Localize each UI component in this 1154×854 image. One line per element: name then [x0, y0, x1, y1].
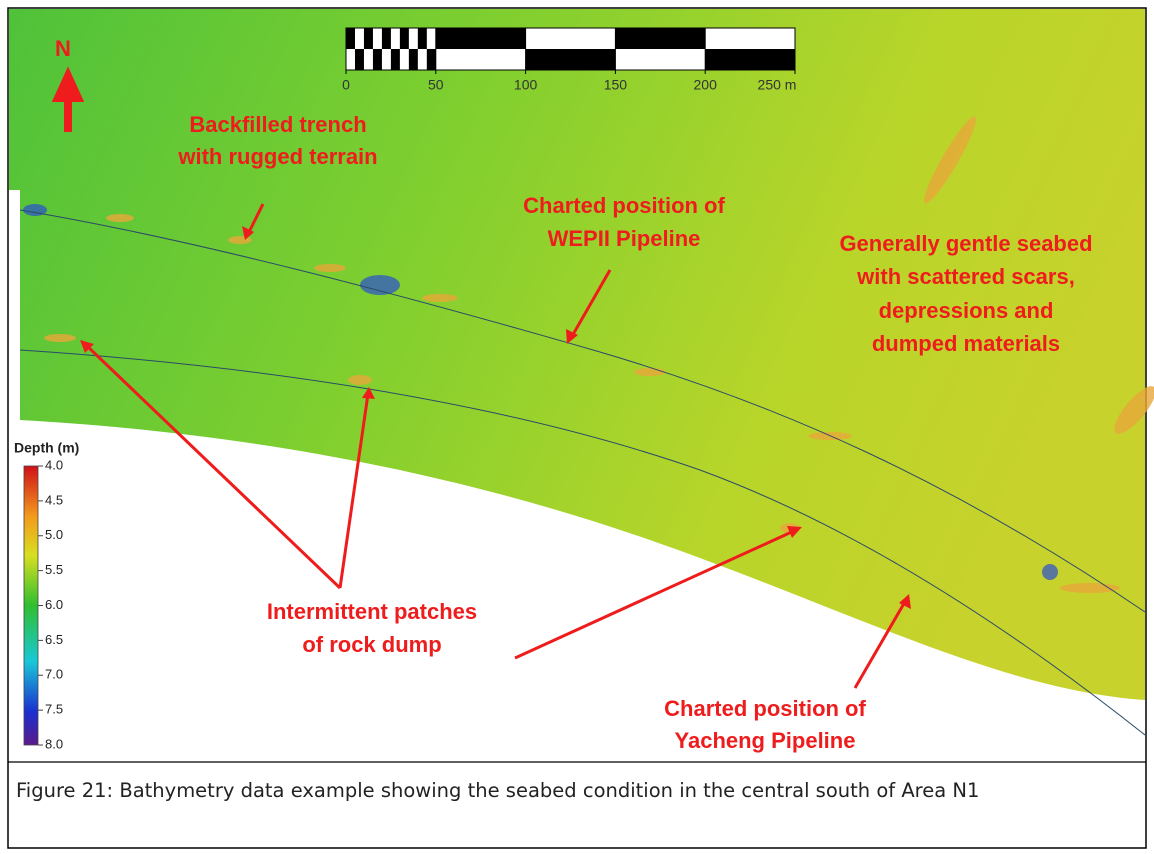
scale-bar-cell	[526, 49, 616, 70]
annotation: Intermittent patches	[267, 599, 477, 624]
scale-bar-label: 100	[514, 77, 538, 93]
annotation: WEPII Pipeline	[548, 226, 701, 251]
page: {"north_label": "N", "scale_bar": {"tick…	[0, 0, 1154, 854]
figure: N Backfilled trench with rugged terrain …	[0, 0, 1154, 854]
annotation: dumped materials	[872, 331, 1060, 356]
scale-bar-cell	[346, 28, 355, 49]
scale-bar-cell	[373, 49, 382, 70]
scale-bar-cell	[409, 49, 418, 70]
colorbar-tick-label: 6.5	[45, 632, 63, 647]
scale-bar-label: 150	[604, 77, 628, 93]
scale-bar-label: 50	[428, 77, 444, 93]
scale-bar-label: 250 m	[758, 77, 797, 93]
annotation: Backfilled trench	[189, 112, 366, 137]
colorbar-tick-label: 5.0	[45, 527, 63, 542]
annotation: Charted position of	[523, 193, 725, 218]
annotation: depressions and	[879, 298, 1054, 323]
scale-bar-cell	[355, 49, 364, 70]
annotation: Yacheng Pipeline	[675, 728, 856, 753]
annotation: with scattered scars,	[856, 264, 1075, 289]
scale-bar-cell	[427, 49, 436, 70]
scale-bar-cell	[615, 28, 705, 49]
colorbar-tick-label: 4.0	[45, 457, 63, 472]
scale-bar-cell	[705, 49, 795, 70]
annotation: Generally gentle seabed	[839, 231, 1092, 256]
scale-bar-cell	[400, 28, 409, 49]
colorbar-tick-label: 6.0	[45, 597, 63, 612]
colorbar-tick-label: 8.0	[45, 736, 63, 751]
colorbar-tick-label: 5.5	[45, 562, 63, 577]
colorbar-tick-label: 7.0	[45, 667, 63, 682]
scale-bar-cell	[418, 28, 427, 49]
colorbar	[24, 466, 38, 745]
scale-bar-label: 0	[342, 77, 350, 93]
annotation: of rock dump	[302, 632, 441, 657]
annotation: Charted position of	[664, 696, 866, 721]
annotation: with rugged terrain	[177, 144, 377, 169]
scale-bar-cell	[382, 28, 391, 49]
scale-bar-cell	[436, 28, 526, 49]
scale-bar-cell	[391, 49, 400, 70]
colorbar-tick-label: 7.5	[45, 702, 63, 717]
colorbar-title: Depth (m)	[14, 440, 79, 456]
scale-bar-cell	[364, 28, 373, 49]
north-label: N	[55, 36, 71, 61]
caption: Figure 21: Bathymetry data example showi…	[16, 776, 1134, 806]
scale-bar-label: 200	[694, 77, 718, 93]
colorbar-tick-label: 4.5	[45, 492, 63, 507]
